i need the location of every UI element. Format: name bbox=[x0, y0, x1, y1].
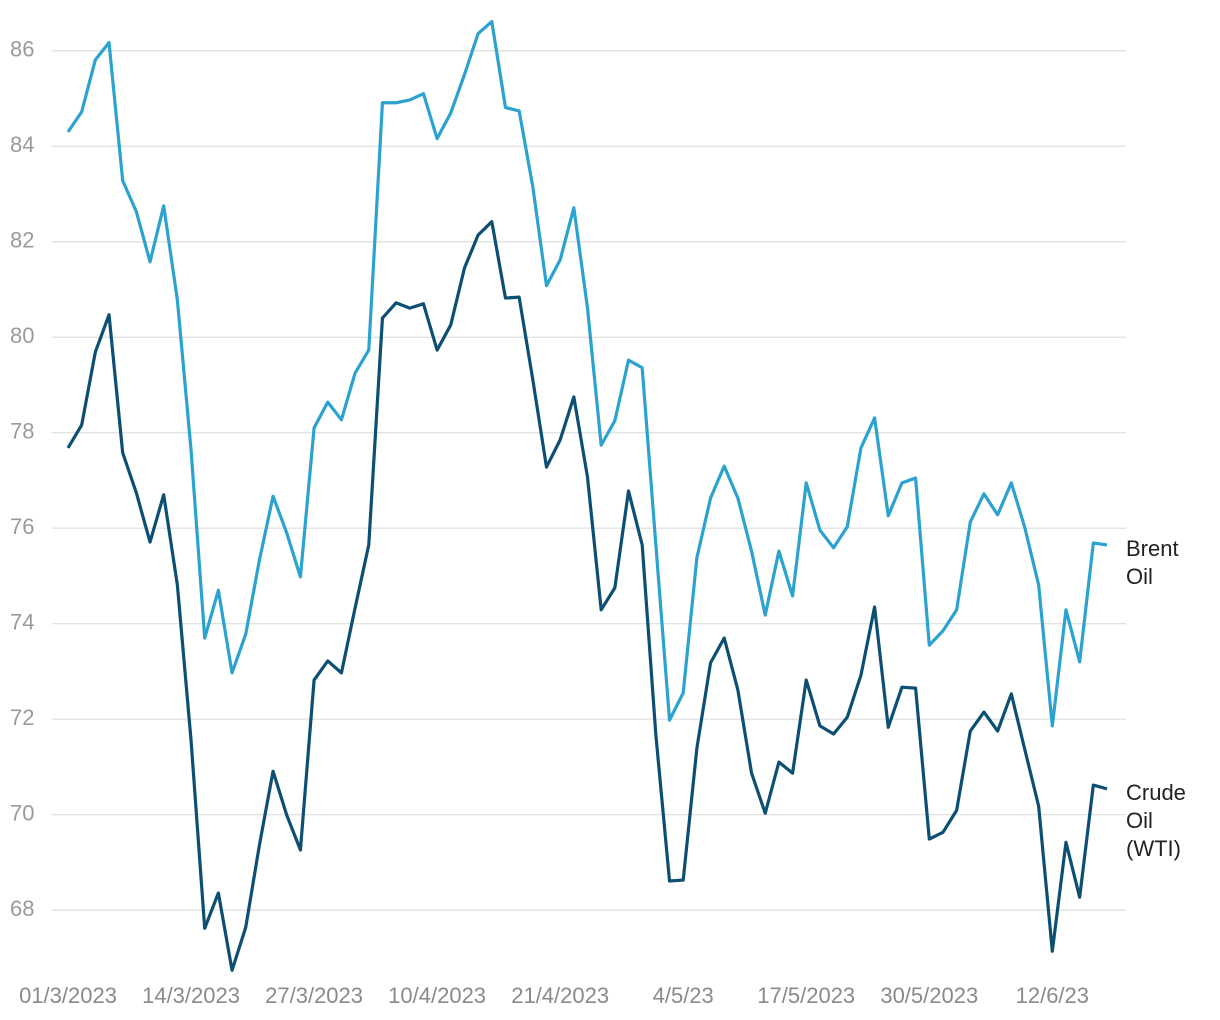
y-tick-label: 76 bbox=[10, 514, 34, 539]
y-tick-label: 68 bbox=[10, 896, 34, 921]
x-tick-label: 17/5/2023 bbox=[757, 983, 855, 1008]
x-tick-label: 14/3/2023 bbox=[142, 983, 240, 1008]
x-tick-label: 4/5/23 bbox=[653, 983, 714, 1008]
x-tick-label: 30/5/2023 bbox=[880, 983, 978, 1008]
y-tick-label: 72 bbox=[10, 705, 34, 730]
x-tick-label: 27/3/2023 bbox=[265, 983, 363, 1008]
y-tick-label: 78 bbox=[10, 419, 34, 444]
series-line bbox=[66, 220, 1108, 972]
y-tick-label: 86 bbox=[10, 37, 34, 62]
series-label: Crude Oil (WTI) bbox=[1126, 780, 1186, 861]
series-label: Brent Oil bbox=[1126, 536, 1179, 589]
x-tick-label: 01/3/2023 bbox=[19, 983, 117, 1008]
y-tick-label: 70 bbox=[10, 800, 34, 825]
series-line bbox=[66, 20, 1108, 728]
x-tick-label: 12/6/23 bbox=[1016, 983, 1089, 1008]
y-tick-label: 74 bbox=[10, 609, 34, 634]
x-tick-label: 21/4/2023 bbox=[511, 983, 609, 1008]
y-tick-label: 80 bbox=[10, 323, 34, 348]
y-tick-label: 82 bbox=[10, 228, 34, 253]
y-tick-label: 84 bbox=[10, 132, 34, 157]
x-tick-label: 10/4/2023 bbox=[388, 983, 486, 1008]
